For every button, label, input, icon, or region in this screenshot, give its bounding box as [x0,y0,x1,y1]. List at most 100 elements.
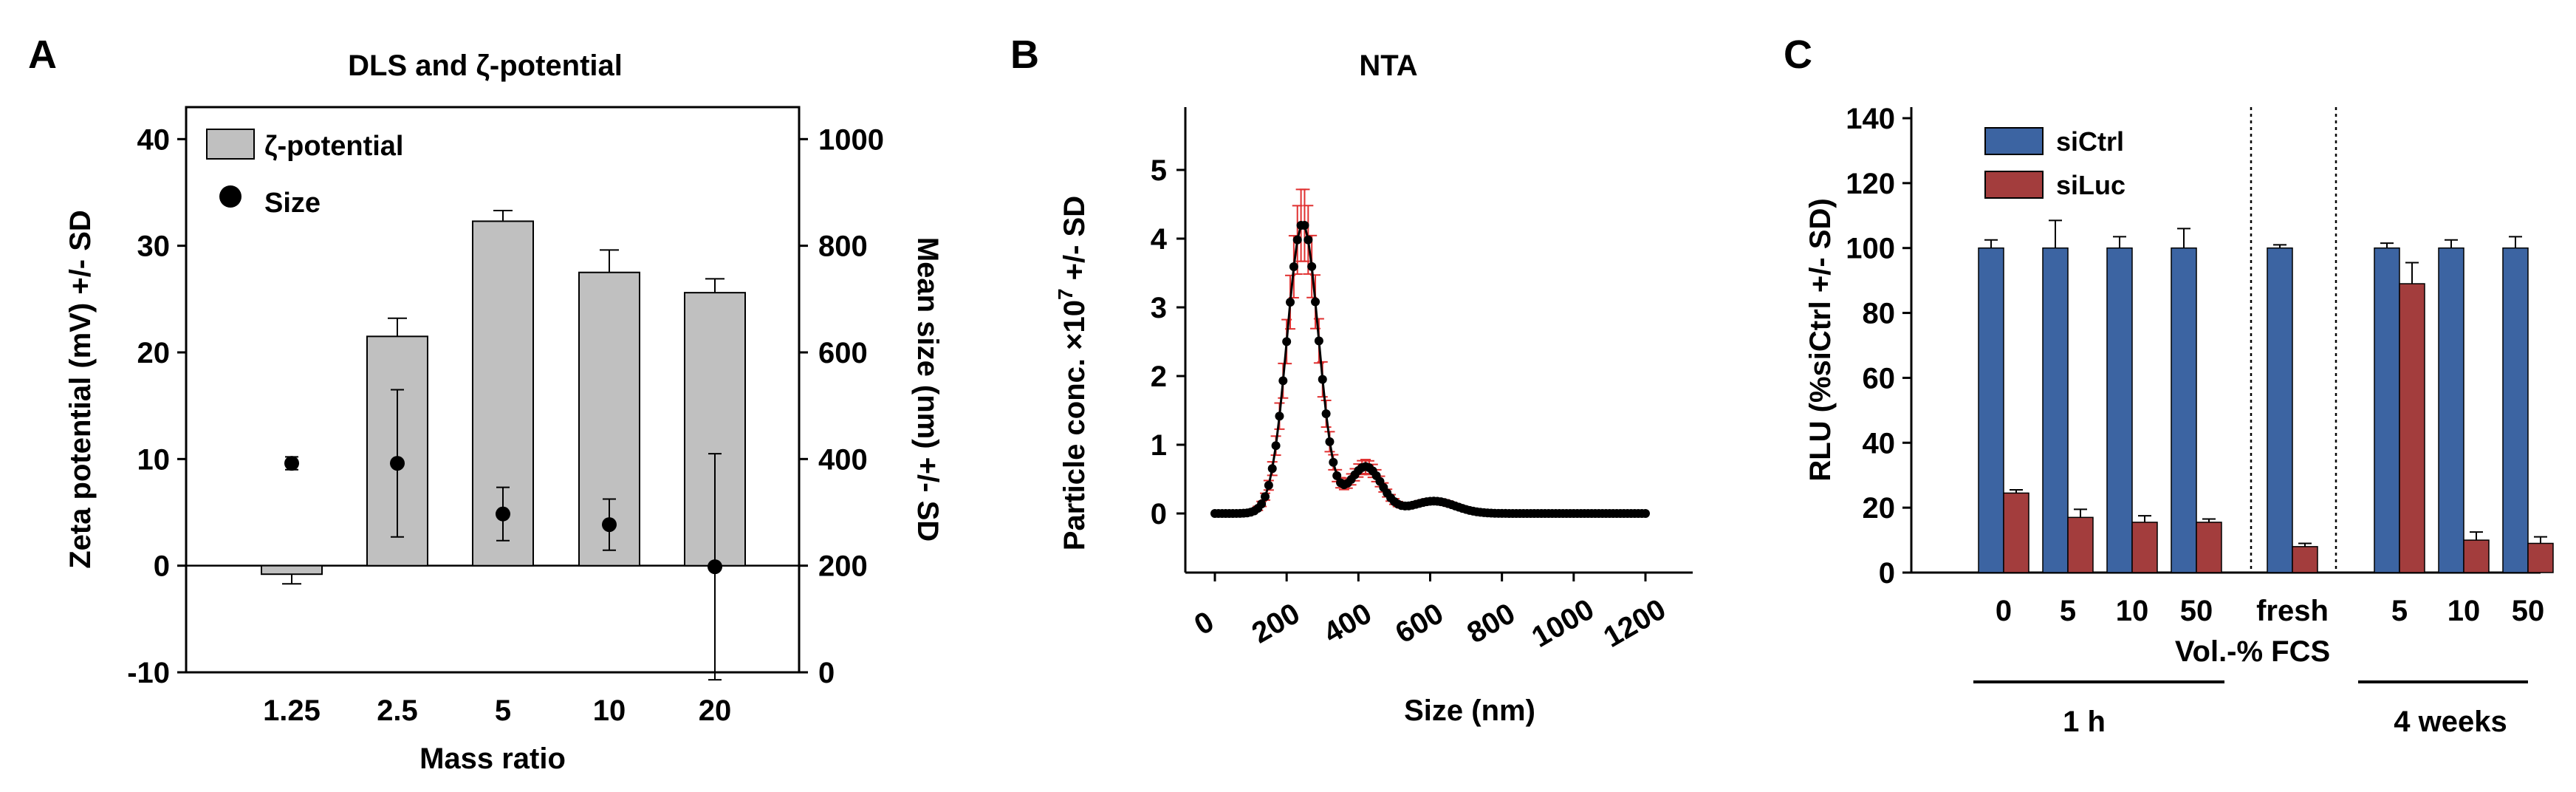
siluc-bar [2463,539,2490,573]
x-tick-label: 50 [2180,595,2213,627]
panel-b-x-label: Size (nm) [1404,694,1535,727]
x-tick-label: 1000 [1527,593,1600,654]
nta-point [1292,235,1302,245]
y-left-tick-label: 40 [137,123,171,156]
x-tick-label: fresh [2256,595,2329,627]
legend-bar-swatch [206,129,255,160]
sictrl-bar [2042,247,2069,573]
nta-point [1641,509,1650,518]
panel-a-legend: ζ-potential Size [206,129,403,219]
y-tick-label: 0 [1151,498,1167,530]
nta-point [1289,262,1298,272]
legend-zeta-label: ζ-potential [264,131,403,162]
panel-b-y-label-tail: +/- SD [1058,196,1091,289]
panel-a-title: DLS and ζ-potential [348,50,623,82]
x-tick-label: 10 [2116,595,2149,627]
siluc-bar [2292,546,2318,573]
nta-point [1278,376,1288,386]
x-tick-label: 10 [2447,595,2481,627]
x-tick-label: 600 [1390,597,1449,649]
nta-point [1267,464,1277,474]
x-tick-label: 20 [699,694,732,727]
y-tick-label: 120 [1846,168,1895,200]
panel-c-x-label: Vol.-% FCS [2175,635,2330,668]
y-tick-label: 60 [1863,362,1896,395]
nta-line [1215,224,1645,515]
y-tick-label: 1 [1151,429,1167,462]
nta-point [1275,412,1284,421]
x-tick-label: 2.5 [377,694,418,727]
y-left-tick-label: 10 [137,443,171,476]
x-tick-label: 200 [1247,597,1306,649]
nta-point [1332,471,1342,480]
nta-point [1307,262,1317,271]
y-tick-label: 2 [1151,361,1167,393]
nta-point [1325,437,1335,446]
y-tick-label: 4 [1151,223,1168,256]
siluc-bar [2067,516,2094,573]
x-tick-label: 1.25 [263,694,321,727]
x-tick-label: 400 [1318,597,1377,649]
nta-point [1271,441,1281,451]
x-tick-label: 50 [2512,595,2545,627]
y-right-tick-label: 0 [818,657,835,689]
panel-a-y-left-label: Zeta potential (mV) +/- SD [64,210,97,569]
y-tick-label: 40 [1863,427,1896,460]
y-tick-label: 0 [1879,557,1895,590]
nta-point [1282,337,1292,346]
nta-point [1318,375,1327,384]
y-tick-label: 100 [1846,233,1895,265]
y-tick-label: 3 [1151,292,1167,324]
panel-b-y-label: Particle conc. ×107 +/- SD [1054,196,1091,550]
y-tick-label: 20 [1863,492,1896,525]
panel-b-title: NTA [1359,50,1417,82]
y-left-tick-label: 30 [137,231,171,263]
group-1h-label: 1 h [2063,706,2106,738]
sictrl-bar [2106,247,2133,573]
panel-c-y-label: RLU (%siCtrl +/- SD) [1804,198,1837,481]
siluc-bar [2196,522,2222,573]
nta-point [1286,297,1295,307]
nta-point [1314,336,1323,346]
y-right-tick-label: 200 [818,550,868,583]
x-tick-label: 10 [593,694,626,727]
legend-siluc-swatch [1984,171,2044,199]
group-4weeks-label: 4 weeks [2394,706,2507,738]
panel-a-y-right-label: Mean size (nm) +/- SD [911,237,944,542]
nta-point [1257,499,1267,509]
legend-size-label: Size [264,188,321,219]
y-left-tick-label: 0 [154,550,170,583]
legend-sictrl-swatch [1984,127,2044,155]
sictrl-bar [1978,247,2004,573]
size-point [496,506,510,522]
siluc-bar [2003,492,2029,573]
panel-b-y-label-sup: 7 [1054,288,1077,300]
x-tick-label: 5 [2060,595,2076,627]
panel-b-letter: B [1010,33,1039,77]
y-right-tick-label: 800 [818,231,868,263]
zeta-bar [261,564,323,576]
y-left-tick-label: -10 [127,657,170,689]
y-right-tick-label: 400 [818,443,868,476]
x-tick-label: 0 [1189,605,1219,641]
panel-a: A DLS and ζ-potential -10010203040020040… [28,33,944,775]
sictrl-bar [2267,247,2293,573]
y-right-tick-label: 600 [818,337,868,369]
y-tick-label: 140 [1846,103,1895,135]
x-tick-label: 800 [1462,597,1521,649]
size-point [284,456,299,471]
x-tick-label: 5 [495,694,511,727]
sictrl-bar [2438,247,2464,573]
nta-point [1329,457,1338,467]
nta-point [1311,297,1320,307]
siluc-bar [2131,522,2158,573]
x-tick-label: 1200 [1598,593,1671,654]
x-tick-label: 0 [1996,595,2012,627]
x-tick-label: 5 [2391,595,2408,627]
panel-b-y-label-main: Particle conc. ×10 [1058,300,1091,550]
siluc-bar [2527,542,2554,573]
